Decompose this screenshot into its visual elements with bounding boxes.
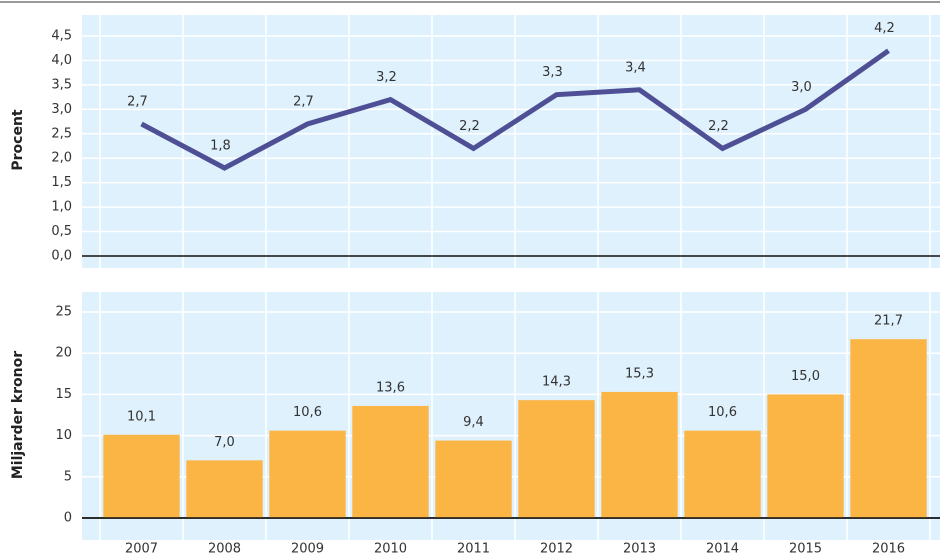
data-label: 10,1 (127, 409, 156, 424)
data-label: 13,6 (376, 380, 405, 395)
bar (518, 400, 595, 518)
line (140, 48, 890, 171)
x-tick-label: 2009 (291, 542, 324, 557)
bar (767, 394, 844, 518)
data-label: 4,2 (874, 21, 895, 36)
y-tick-label: 1,5 (51, 175, 72, 190)
x-tick-label: 2008 (208, 542, 241, 557)
data-label: 15,0 (791, 369, 820, 384)
data-label: 1,8 (210, 139, 231, 154)
x-tick-label: 2012 (540, 542, 573, 557)
bar (684, 430, 761, 518)
data-label: 2,2 (708, 119, 729, 134)
data-label: 2,7 (127, 95, 148, 110)
x-tick-label: 2011 (457, 542, 490, 557)
y-tick-label: 10 (55, 428, 72, 443)
data-label: 9,4 (463, 415, 484, 430)
y-axis-title: Miljarder kronor (10, 351, 26, 479)
data-label: 10,6 (293, 405, 322, 420)
bar (352, 405, 429, 518)
bar (269, 430, 346, 518)
y-tick-label: 20 (55, 346, 72, 361)
x-tick-label: 2007 (125, 542, 158, 557)
y-tick-label: 1,0 (51, 200, 72, 215)
bar (103, 434, 180, 518)
x-tick-label: 2014 (706, 542, 739, 557)
plot-background (82, 15, 940, 268)
data-label: 3,2 (376, 70, 397, 85)
x-tick-label: 2016 (872, 542, 905, 557)
y-tick-label: 0 (64, 511, 72, 526)
y-tick-label: 2,5 (51, 126, 72, 141)
data-label: 10,6 (708, 405, 737, 420)
bar (435, 440, 512, 518)
y-tick-label: 0,0 (51, 249, 72, 264)
y-tick-label: 5 (64, 469, 72, 484)
data-label: 15,3 (625, 366, 654, 381)
x-tick-label: 2010 (374, 542, 407, 557)
data-label: 7,0 (214, 435, 235, 450)
y-tick-label: 0,5 (51, 224, 72, 239)
data-label: 21,7 (874, 314, 903, 329)
data-label: 2,2 (459, 119, 480, 134)
bar (601, 391, 678, 518)
y-tick-label: 15 (55, 387, 72, 402)
y-tick-label: 4,0 (51, 53, 72, 68)
bar (850, 339, 927, 518)
data-label: 2,7 (293, 95, 314, 110)
data-label: 14,3 (542, 375, 571, 390)
y-tick-label: 3,5 (51, 77, 72, 92)
data-label: 3,3 (542, 65, 563, 80)
x-tick-label: 2013 (623, 542, 656, 557)
y-tick-label: 25 (55, 305, 72, 320)
bar (186, 460, 263, 518)
y-tick-label: 2,0 (51, 151, 72, 166)
x-tick-label: 2015 (789, 542, 822, 557)
y-axis-title: Procent (10, 109, 26, 171)
y-tick-label: 3,0 (51, 102, 72, 117)
data-label: 3,0 (791, 80, 812, 95)
data-label: 3,4 (625, 60, 646, 75)
y-tick-label: 4,5 (51, 29, 72, 44)
